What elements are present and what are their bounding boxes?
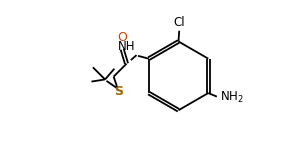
Text: Cl: Cl — [173, 16, 185, 29]
Text: NH: NH — [118, 40, 136, 53]
Text: O: O — [117, 31, 127, 44]
Text: S: S — [114, 85, 123, 98]
Text: NH$_2$: NH$_2$ — [220, 90, 244, 105]
